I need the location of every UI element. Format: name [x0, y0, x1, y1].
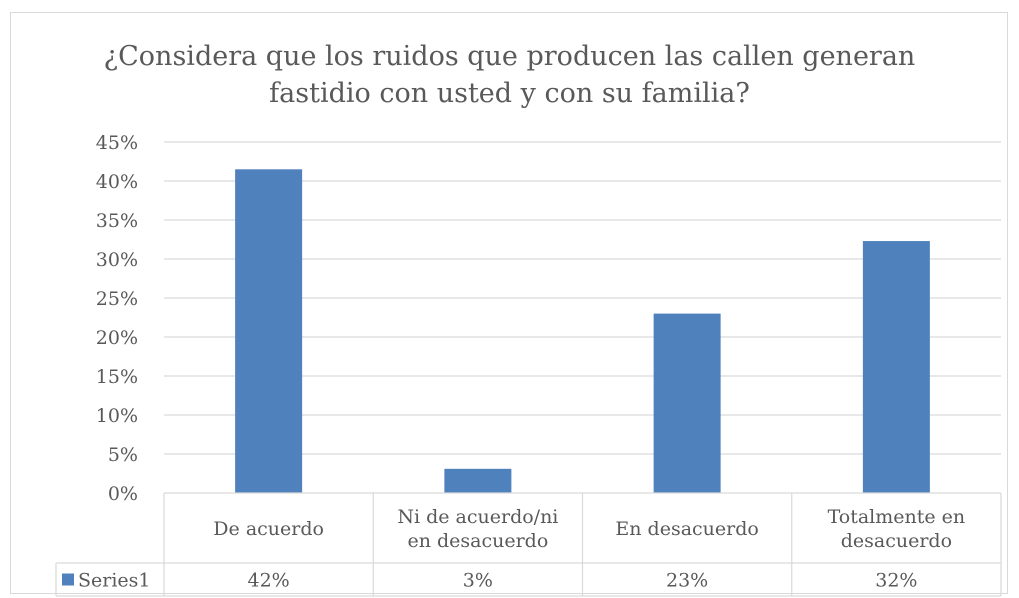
category-label: desacuerdo	[841, 530, 952, 552]
bar	[444, 468, 512, 493]
chart-title-line-1: ¿Considera que los ruidos que producen l…	[103, 41, 916, 72]
category-label: en desacuerdo	[407, 530, 548, 552]
chart-frame	[10, 12, 1008, 594]
category-label: Ni de acuerdo/ni	[397, 506, 558, 528]
y-tick-label: 0%	[108, 483, 138, 505]
category-label: Totalmente en	[828, 506, 966, 528]
legend-swatch	[62, 573, 74, 586]
bar	[653, 313, 721, 493]
y-tick-label: 30%	[96, 249, 138, 271]
chart-title: ¿Considera que los ruidos que producen l…	[0, 38, 1019, 112]
y-tick-label: 35%	[96, 210, 138, 232]
table-value-label: 3%	[463, 570, 493, 592]
y-tick-label: 45%	[96, 132, 138, 154]
y-tick-label: 20%	[96, 327, 138, 349]
table-value-label: 42%	[248, 570, 290, 592]
legend-series-name: Series1	[78, 570, 151, 592]
category-label: En desacuerdo	[615, 518, 758, 540]
bar	[862, 241, 930, 493]
table-value-label: 32%	[875, 570, 917, 592]
bar	[235, 169, 303, 494]
y-tick-label: 40%	[96, 171, 138, 193]
y-tick-label: 5%	[108, 444, 138, 466]
category-label: De acuerdo	[213, 518, 324, 540]
y-tick-label: 10%	[96, 405, 138, 427]
table-value-label: 23%	[666, 570, 708, 592]
chart-title-line-2: fastidio con usted y con su familia?	[269, 78, 750, 109]
y-tick-label: 25%	[96, 288, 138, 310]
y-tick-label: 15%	[96, 366, 138, 388]
